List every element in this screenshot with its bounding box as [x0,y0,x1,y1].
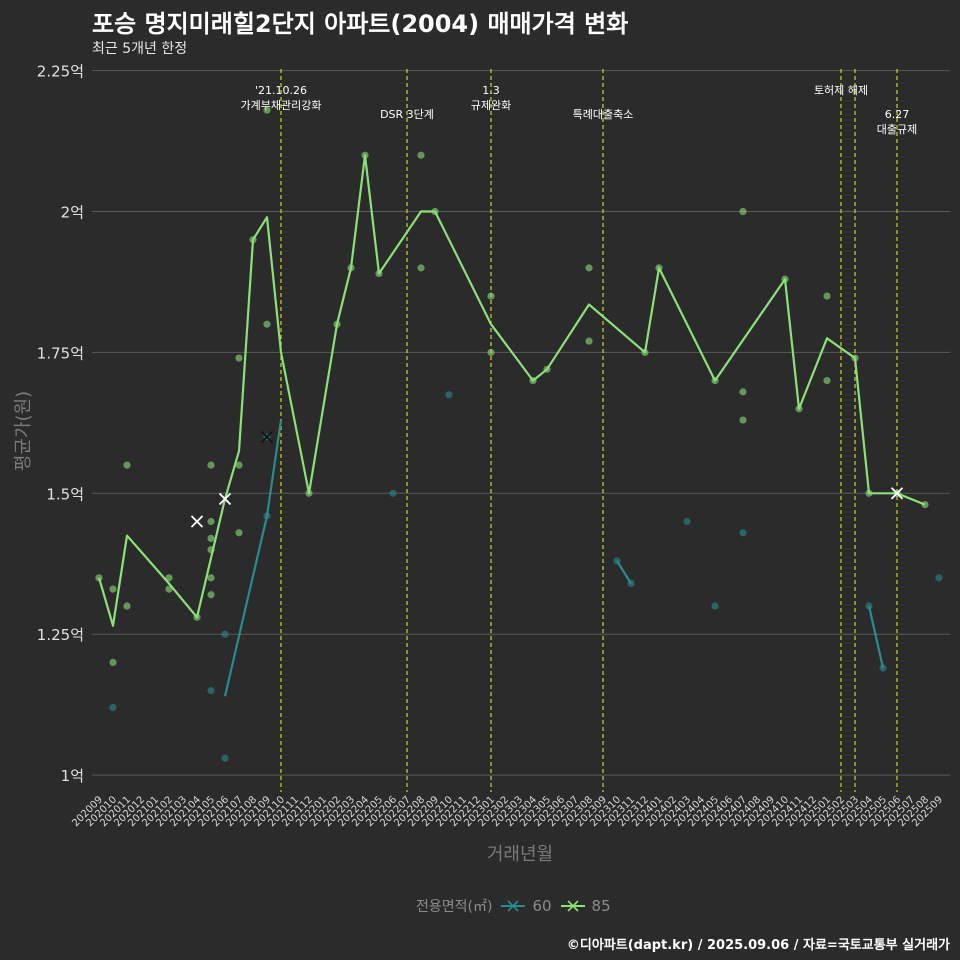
series-60-point [109,703,117,712]
series-60-point [445,391,453,399]
series-85-point [487,292,495,300]
series-60-point [389,489,397,497]
series-85-point [263,320,271,328]
series-85-point [235,354,243,362]
series-60-point [683,517,691,526]
series-85-point [823,292,831,300]
event-label: 6.27 대출규제 [877,108,917,136]
series-60-point [879,664,887,672]
series-85-point [417,151,425,159]
series-85-x-marker [190,515,204,528]
event-label: 토허제 해제 [814,83,868,97]
chart-subtitle: 최근 5개년 한정 [92,41,188,57]
series-60-line [867,605,885,669]
event-label: DSR 3단계 [380,108,434,121]
series-85-point [123,461,131,469]
y-tick-label: 2.25억 [37,63,84,81]
series-85-point [207,461,215,469]
series-60-x-marker [260,430,274,444]
series-60-point [221,630,229,638]
event-label: 특례대출축소 [573,108,634,121]
x-axis-label: 거래년월 [486,844,554,865]
legend-label-85: 85 [591,897,611,915]
legend: 전용면적(㎡) 60 85 [416,896,611,916]
series-85-line [97,154,926,627]
series-60-line [616,560,632,585]
source-caption: ©디아파트(dapt.kr) / 2025.09.06 / 자료=국토교통부 실… [566,938,950,953]
series-85-point [739,207,747,216]
series-85-point [487,348,495,357]
series-85-point [109,585,117,593]
chart-title: 포승 명지미래힐2단지 아파트(2004) 매매가격 변화 [92,10,629,38]
series-85-point [739,416,747,424]
series-60-line [223,419,283,697]
series-85-point [235,529,243,537]
y-tick-label: 2억 [61,204,84,222]
series-85-point [207,574,215,582]
event-label: '21.10.26 가계부채관리강화 [241,84,322,112]
series-60-point [221,754,229,762]
series-85-point [207,591,215,599]
legend-item-85: 85 [560,897,611,915]
series-85-point [585,264,593,272]
y-tick-label: 1.25억 [37,626,84,644]
series-85-point [585,337,593,345]
legend-item-60: 60 [500,897,552,915]
legend-key-85 [560,900,585,912]
series-85-point [263,106,271,114]
series-85-point [207,534,215,542]
y-tick-label: 1.75억 [37,344,84,362]
series-85-point [165,574,173,582]
series-60-point [207,686,215,695]
series-85-point [823,376,831,385]
y-tick-label: 1.5억 [46,485,84,503]
series-60-point [711,602,719,610]
series-85-point [417,264,425,272]
series-60-point [935,574,943,582]
series-85-point [235,461,243,469]
y-tick-label: 1억 [61,767,84,785]
series-85-point [739,388,747,396]
legend-label-60: 60 [532,897,552,915]
series-85-point [207,517,215,526]
event-label: 1.3 규제완화 [471,84,511,112]
series-85-point [123,602,131,610]
legend-key-60 [501,900,526,912]
series-85-x-marker [890,487,904,500]
legend-title: 전용면적(㎡) [416,899,493,915]
series-85-x-marker [218,492,232,506]
series-85-point [109,658,117,666]
series-60-point [739,529,747,537]
